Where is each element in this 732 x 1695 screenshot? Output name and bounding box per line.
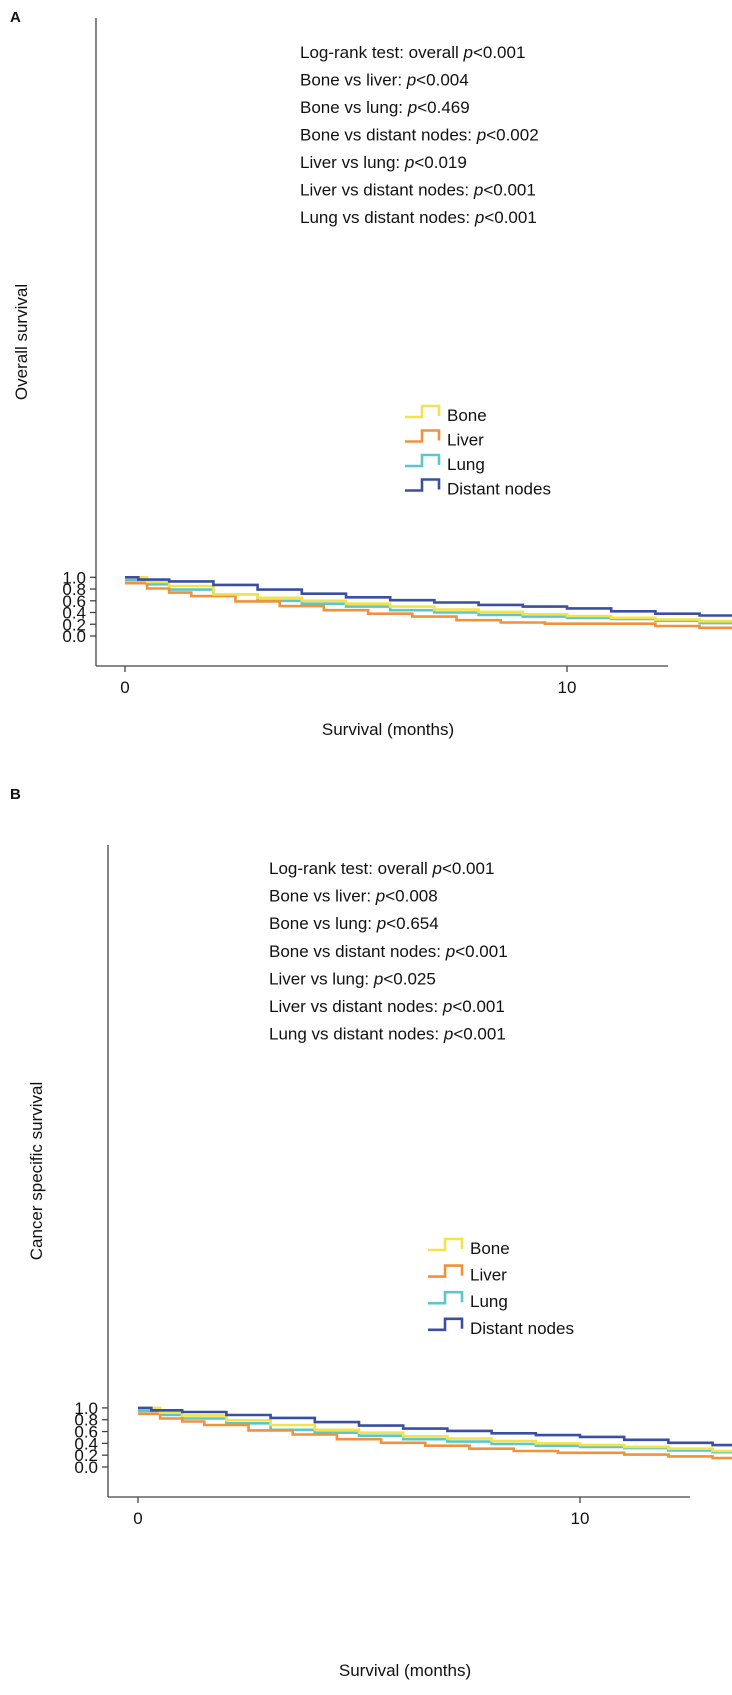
stat-line: Bone vs liver: p<0.004 [300, 71, 469, 90]
legend-label: Lung [447, 455, 485, 474]
legend-label: Lung [470, 1292, 508, 1311]
x-axis-label: Survival (months) [339, 1661, 471, 1680]
series-line-lung [125, 578, 732, 625]
y-axis-label: Cancer specific survival [27, 1082, 46, 1261]
legend-swatch-lung [428, 1290, 464, 1305]
stat-line: Liver vs lung: p<0.025 [269, 969, 436, 988]
legend-label: Bone [447, 406, 487, 425]
y-tick-label: 0.6 [62, 592, 86, 611]
y-axis-label: Overall survival [12, 284, 31, 400]
chart-panel-b: B0.00.20.40.60.81.00102030405060Survival… [10, 786, 732, 1680]
legend-label: Liver [447, 431, 484, 450]
y-tick-label: 1.0 [62, 568, 86, 587]
stat-line: Bone vs lung: p<0.654 [269, 914, 439, 933]
stat-line: Liver vs distant nodes: p<0.001 [269, 997, 505, 1016]
stat-line: Lung vs distant nodes: p<0.001 [300, 208, 537, 227]
x-tick-label: 0 [133, 1509, 142, 1528]
stat-line: Bone vs lung: p<0.469 [300, 98, 470, 117]
stat-line: Log-rank test: overall p<0.001 [300, 43, 525, 62]
series-line-distant-nodes [138, 1406, 732, 1447]
stat-line: Liver vs distant nodes: p<0.001 [300, 181, 536, 200]
x-tick-label: 10 [571, 1509, 590, 1528]
y-tick-label: 0.4 [62, 604, 86, 623]
y-tick-label: 0.6 [74, 1423, 98, 1442]
panel-label: B [10, 786, 21, 803]
legend-swatch-bone [428, 1237, 464, 1252]
y-tick-label: 1.0 [74, 1399, 98, 1418]
legend-swatch-liver [405, 429, 441, 443]
y-tick-label: 0.8 [74, 1411, 98, 1430]
stat-line: Log-rank test: overall p<0.001 [269, 859, 494, 878]
panel-label: A [10, 9, 21, 26]
x-tick-label: 0 [120, 678, 129, 697]
y-tick-label: 0.4 [74, 1434, 98, 1453]
chart-panel-a: A0.00.20.40.60.81.00102030405060Survival… [10, 9, 732, 739]
y-tick-label: 0.0 [74, 1458, 98, 1477]
stat-line: Lung vs distant nodes: p<0.001 [269, 1025, 506, 1044]
series-line-distant-nodes [125, 576, 732, 617]
legend-swatch-distant-nodes [428, 1317, 464, 1332]
legend-label: Bone [470, 1239, 510, 1258]
legend-swatch-lung [405, 453, 441, 468]
series-line-bone [138, 1406, 732, 1453]
y-tick-label: 0.8 [62, 580, 86, 599]
series-line-liver [125, 581, 732, 630]
x-axis-label: Survival (months) [322, 720, 454, 739]
stat-line: Bone vs distant nodes: p<0.001 [269, 942, 508, 961]
stat-line: Bone vs distant nodes: p<0.002 [300, 126, 539, 145]
legend-label: Distant nodes [470, 1319, 574, 1338]
y-tick-label: 0.0 [62, 627, 86, 646]
stat-line: Liver vs lung: p<0.019 [300, 153, 467, 172]
y-tick-label: 0.2 [62, 615, 86, 634]
legend-swatch-liver [428, 1264, 464, 1278]
series-line-liver [138, 1412, 732, 1460]
legend-swatch-bone [405, 404, 441, 419]
series-line-bone [125, 576, 732, 623]
y-tick-label: 0.2 [74, 1446, 98, 1465]
legend-label: Distant nodes [447, 480, 551, 499]
legend-swatch-distant-nodes [405, 478, 441, 492]
stat-line: Bone vs liver: p<0.008 [269, 887, 438, 906]
x-tick-label: 10 [558, 678, 577, 697]
legend-label: Liver [470, 1266, 507, 1285]
